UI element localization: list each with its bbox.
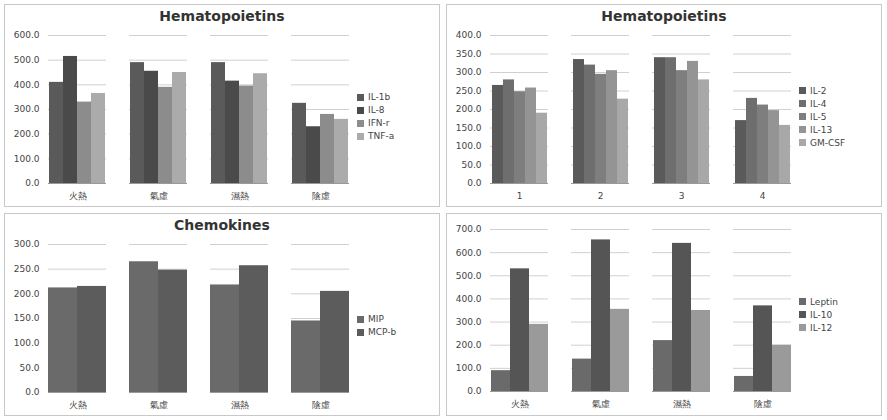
html-text:TNF-a: TNF-a (368, 131, 395, 141)
html-text:Hematopoietins: Hematopoietins (159, 8, 285, 24)
html-text:MIP: MIP (368, 314, 384, 324)
svg-text:500.0: 500.0 (456, 270, 482, 280)
svg-text:濕熱: 濕熱 (673, 398, 691, 408)
svg-text:150.0: 150.0 (14, 313, 40, 323)
html-text:IL-2: IL-2 (810, 85, 827, 96)
html-text:IL-1b: IL-1b (368, 92, 391, 102)
svg-text:氣虛: 氣虛 (150, 190, 168, 200)
svg-text:500.0: 500.0 (14, 55, 40, 65)
svg-text:4: 4 (760, 190, 766, 200)
svg-text:陰虛: 陰虛 (754, 398, 772, 408)
html-text:Chemokines: Chemokines (174, 217, 270, 233)
svg-text:火熱: 火熱 (511, 398, 529, 408)
svg-text:0.0: 0.0 (25, 387, 40, 397)
svg-text:1: 1 (517, 190, 523, 200)
html-text:Leptin: Leptin (810, 296, 838, 307)
html-text:IL-5: IL-5 (810, 111, 827, 122)
svg-text:200.0: 200.0 (14, 129, 40, 139)
html-text:IL-4: IL-4 (810, 98, 827, 109)
svg-text:600.0: 600.0 (14, 30, 40, 40)
svg-text:100.0: 100.0 (14, 338, 40, 348)
svg-text:250.0: 250.0 (456, 85, 482, 95)
html-text:IL-8: IL-8 (368, 105, 385, 115)
html-text:GM-CSF: GM-CSF (810, 137, 846, 148)
svg-text:火熱: 火熱 (69, 190, 87, 200)
svg-text:0.0: 0.0 (467, 178, 482, 188)
svg-text:200.0: 200.0 (456, 104, 482, 114)
html-text:Hematopoietins: Hematopoietins (601, 8, 727, 24)
svg-text:2: 2 (598, 190, 604, 200)
html-text:MCP-b: MCP-b (368, 327, 397, 337)
svg-text:0.0: 0.0 (467, 386, 482, 396)
html-text:IL-10: IL-10 (810, 309, 833, 320)
svg-text:600.0: 600.0 (456, 247, 482, 257)
svg-text:3: 3 (679, 190, 685, 200)
svg-text:400.0: 400.0 (456, 30, 482, 40)
svg-text:100.0: 100.0 (14, 153, 40, 163)
svg-text:氣虛: 氣虛 (592, 398, 610, 408)
svg-text:火熱: 火熱 (69, 399, 87, 409)
svg-text:氣虛: 氣虛 (150, 399, 168, 409)
html-text:IL-13: IL-13 (810, 124, 833, 135)
svg-text:700.0: 700.0 (456, 224, 482, 234)
svg-text:150.0: 150.0 (456, 122, 482, 132)
svg-text:100.0: 100.0 (456, 363, 482, 373)
svg-text:350.0: 350.0 (456, 48, 482, 58)
svg-text:濕熱: 濕熱 (231, 399, 249, 409)
html-text:IFN-r: IFN-r (368, 118, 390, 128)
svg-text:50.0: 50.0 (461, 159, 481, 169)
svg-text:陰虛: 陰虛 (312, 190, 330, 200)
svg-text:300.0: 300.0 (14, 239, 40, 249)
svg-text:0.0: 0.0 (25, 178, 40, 188)
svg-text:濕熱: 濕熱 (231, 190, 249, 200)
svg-text:100.0: 100.0 (456, 141, 482, 151)
svg-text:300.0: 300.0 (456, 67, 482, 77)
svg-text:200.0: 200.0 (456, 340, 482, 350)
svg-text:300.0: 300.0 (456, 316, 482, 326)
svg-text:300.0: 300.0 (14, 104, 40, 114)
svg-text:250.0: 250.0 (14, 264, 40, 274)
svg-text:200.0: 200.0 (14, 288, 40, 298)
svg-text:50.0: 50.0 (19, 362, 39, 372)
svg-text:400.0: 400.0 (14, 79, 40, 89)
svg-text:陰虛: 陰虛 (312, 399, 330, 409)
svg-text:400.0: 400.0 (456, 293, 482, 303)
html-text:IL-12: IL-12 (810, 322, 833, 333)
